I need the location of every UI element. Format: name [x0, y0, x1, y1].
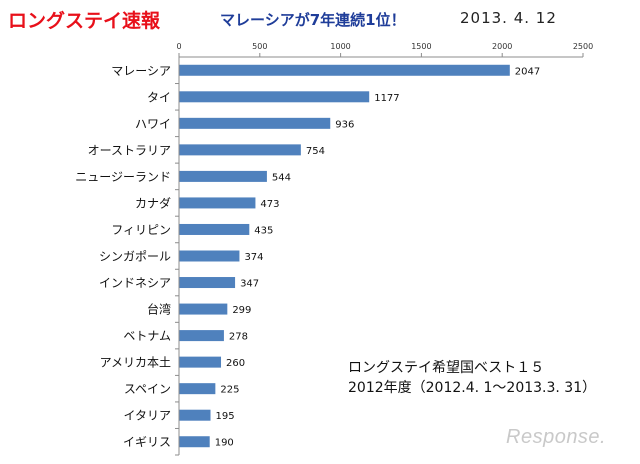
- bar: [179, 144, 301, 156]
- bar: [179, 91, 370, 103]
- category-label: ベトナム: [123, 329, 171, 343]
- category-label: ハワイ: [135, 117, 171, 131]
- x-tick-label: 2000: [492, 42, 512, 51]
- category-label: オーストラリア: [88, 143, 171, 157]
- category-label: アメリカ本土: [100, 356, 171, 370]
- x-tick-label: 2500: [573, 42, 593, 51]
- bar: [179, 250, 240, 262]
- report-subtitle: マレーシアが7年連続1位！: [220, 11, 406, 29]
- value-label: 473: [260, 199, 279, 210]
- x-tick-label: 1500: [411, 42, 431, 51]
- bar: [179, 223, 250, 235]
- value-label: 754: [306, 146, 325, 157]
- caption-line-2: 2012年度（2012.4. 1～2013.3. 31）: [348, 380, 597, 396]
- x-tick-label: 0: [176, 42, 181, 51]
- report-title: ロングステイ速報: [8, 10, 161, 32]
- category-label: 台湾: [147, 302, 171, 317]
- value-label: 435: [254, 225, 273, 236]
- value-label: 260: [226, 358, 245, 369]
- value-label: 374: [244, 252, 263, 263]
- bar: [179, 356, 222, 368]
- category-label: カナダ: [135, 195, 171, 210]
- bar: [179, 117, 331, 129]
- report-date: 2013. 4. 12: [460, 9, 557, 27]
- bar: [179, 303, 228, 315]
- bar: [179, 64, 510, 76]
- category-label: インドネシア: [99, 276, 171, 290]
- response-logo: Response.: [506, 426, 607, 448]
- bar: [179, 436, 210, 448]
- bar: [179, 277, 236, 289]
- x-tick-label: 500: [252, 42, 267, 51]
- header: ロングステイ速報 マレーシアが7年連続1位！ 2013. 4. 12: [8, 6, 632, 36]
- caption-line-1: ロングステイ希望国ベスト１５: [348, 360, 545, 376]
- category-label: イタリア: [123, 409, 171, 423]
- category-label: イギリス: [123, 435, 171, 449]
- value-label: 195: [216, 411, 235, 422]
- value-label: 225: [220, 385, 239, 396]
- value-label: 190: [215, 438, 234, 449]
- chart-caption: ロングステイ希望国ベスト１５ 2012年度（2012.4. 1～2013.3. …: [348, 358, 596, 398]
- bar: [179, 409, 211, 421]
- value-label: 2047: [515, 66, 540, 77]
- category-label: フィリピン: [111, 223, 171, 237]
- value-label: 1177: [374, 93, 399, 104]
- category-label: スペイン: [124, 382, 171, 396]
- value-label: 299: [232, 305, 251, 316]
- bar: [179, 170, 267, 182]
- value-label: 278: [229, 332, 248, 343]
- value-label: 936: [335, 119, 354, 130]
- category-label: タイ: [147, 90, 171, 104]
- x-tick-label: 1000: [330, 42, 350, 51]
- bar: [179, 330, 224, 342]
- value-label: 347: [240, 279, 259, 290]
- category-label: シンガポール: [99, 250, 171, 264]
- bar: [179, 383, 216, 395]
- value-label: 544: [272, 172, 291, 183]
- category-label: マレーシア: [111, 64, 171, 78]
- category-label: ニュージーランド: [75, 170, 171, 184]
- bar: [179, 197, 256, 209]
